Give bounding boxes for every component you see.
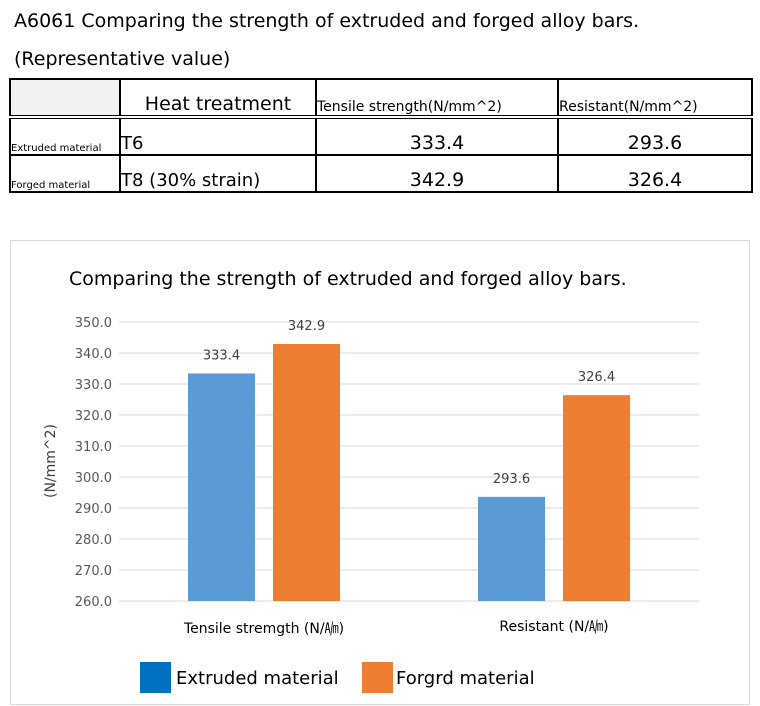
y-tick-label: 290.0	[75, 502, 112, 517]
data-label: 342.9	[288, 319, 325, 334]
header-heat-treatment: Heat treatment	[119, 78, 317, 119]
category-labels: Tensile stremgth (N/㏟) Resistant (N/㏟)	[183, 619, 609, 637]
legend-swatch-extruded	[140, 662, 171, 693]
legend-swatch-forged	[362, 662, 393, 693]
chart-legend: Extruded material Forgrd material	[140, 662, 535, 693]
tensile-cell: 342.9	[315, 154, 559, 193]
category-label: Tensile stremgth (N/㏟)	[183, 621, 344, 637]
data-labels: 333.4 342.9 293.6 326.4	[203, 319, 615, 487]
table-corner-cell	[9, 78, 121, 119]
y-tick-label: 330.0	[75, 378, 112, 393]
bars	[188, 344, 630, 601]
heat-treatment-cell: T8 (30% strain)	[119, 154, 317, 193]
row-label: Forged material	[9, 154, 121, 193]
legend-label-forged: Forgrd material	[396, 668, 535, 689]
resistant-cell: 293.6	[557, 116, 753, 156]
y-tick-label: 310.0	[75, 440, 112, 455]
y-tick-label: 270.0	[75, 564, 112, 579]
y-axis-ticks: 260.0 270.0 280.0 290.0 300.0 310.0 320.0 330.0…	[75, 316, 112, 610]
strength-table: Heat treatment Tensile strength(N/mm^2) …	[9, 78, 753, 193]
y-axis-label: (N/mm^2)	[43, 424, 59, 498]
data-label: 333.4	[203, 348, 240, 363]
bar-forged	[273, 344, 340, 601]
legend-label-extruded: Extruded material	[176, 668, 339, 689]
y-tick-label: 320.0	[75, 409, 112, 424]
page-heading: A6061 Comparing the strength of extruded…	[14, 10, 640, 32]
y-tick-label: 280.0	[75, 533, 112, 548]
data-label: 326.4	[578, 370, 615, 385]
tensile-cell: 333.4	[315, 116, 559, 156]
category-label: Resistant (N/㏟)	[499, 619, 608, 635]
table-header-row: Heat treatment Tensile strength(N/mm^2) …	[9, 78, 753, 119]
table-row: Extruded material T6 333.4 293.6	[9, 116, 753, 156]
page-subheading: (Representative value)	[14, 48, 231, 70]
data-label: 293.6	[493, 472, 530, 487]
bar-extruded	[478, 496, 545, 601]
header-tensile-strength: Tensile strength(N/mm^2)	[315, 78, 559, 119]
y-tick-label: 300.0	[75, 471, 112, 486]
resistant-cell: 326.4	[557, 154, 753, 193]
y-tick-label: 340.0	[75, 347, 112, 362]
y-tick-label: 350.0	[75, 316, 112, 331]
bar-chart: Comparing the strength of extruded and f…	[43, 268, 699, 693]
chart-container: Comparing the strength of extruded and f…	[10, 240, 750, 705]
table-row: Forged material T8 (30% strain) 342.9 32…	[9, 154, 753, 193]
heat-treatment-cell: T6	[119, 116, 317, 156]
bar-extruded	[188, 373, 255, 601]
bar-forged	[563, 395, 630, 601]
y-tick-label: 260.0	[75, 595, 112, 610]
chart-title: Comparing the strength of extruded and f…	[69, 268, 627, 290]
header-resistant: Resistant(N/mm^2)	[557, 78, 753, 119]
row-label: Extruded material	[9, 116, 121, 156]
